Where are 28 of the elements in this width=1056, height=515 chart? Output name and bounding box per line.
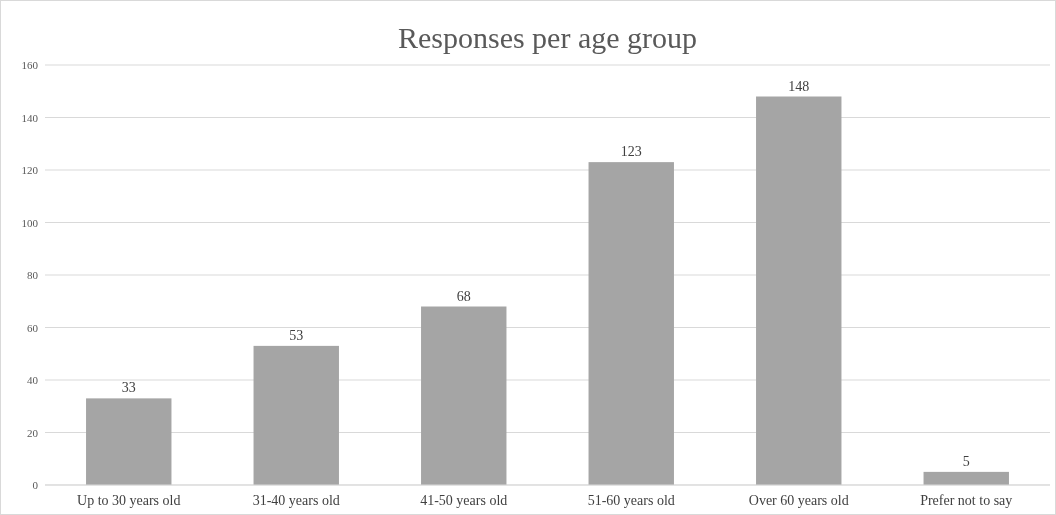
y-tick-label: 40	[27, 374, 39, 386]
x-tick-label: 51-60 years old	[587, 493, 675, 508]
y-tick-label: 120	[21, 164, 39, 176]
x-tick-label: Up to 30 years old	[77, 493, 181, 508]
x-tick-label: Prefer not to say	[920, 493, 1013, 508]
x-tick-label: 41-50 years old	[420, 493, 508, 508]
data-label: 123	[620, 144, 642, 160]
data-label: 53	[289, 327, 304, 343]
bar	[86, 398, 172, 485]
y-tick-label: 100	[21, 216, 39, 229]
y-tick-label: 140	[21, 111, 39, 124]
y-tick-label: 60	[27, 321, 39, 334]
data-label: 33	[121, 380, 136, 396]
data-label: 5	[962, 453, 970, 469]
x-tick-label: Over 60 years old	[748, 493, 849, 508]
bar	[756, 96, 842, 485]
bar	[253, 345, 339, 485]
x-tick-label: 31-40 years old	[252, 493, 340, 508]
data-label: 68	[456, 288, 471, 304]
y-tick-label: 160	[21, 59, 39, 71]
y-tick-label: 0	[32, 479, 39, 491]
bar	[588, 162, 674, 485]
bar	[923, 471, 1009, 485]
y-tick-label: 20	[27, 426, 39, 439]
y-tick-label: 80	[27, 269, 39, 281]
chart-title: Responses per age group	[397, 21, 698, 54]
data-label: 148	[788, 78, 810, 94]
bar	[421, 306, 507, 485]
